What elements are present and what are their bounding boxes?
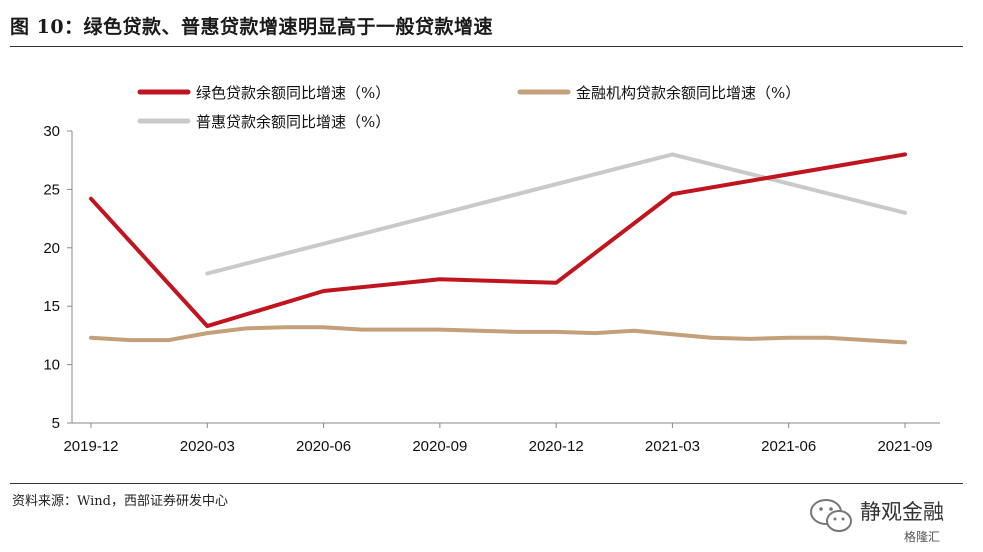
source-rule (10, 483, 963, 484)
x-tick-label: 2020-09 (412, 438, 467, 455)
y-tick-label: 25 (43, 181, 60, 198)
y-tick-label: 5 (52, 415, 60, 432)
watermark-subtext: 格隆汇 (904, 530, 941, 544)
wechat-icon (810, 499, 852, 532)
y-tick-label: 15 (43, 298, 60, 315)
figure-title: 图 10：绿色贷款、普惠贷款增速明显高于一般贷款增速 (10, 16, 494, 38)
legend-label-1: 绿色贷款余额同比增速（%） (196, 84, 390, 102)
watermark-text: 静观金融 (860, 500, 944, 524)
x-tick-label: 2021-06 (761, 438, 816, 455)
x-tick-label: 2020-06 (296, 438, 351, 455)
y-tick-label: 10 (43, 357, 60, 374)
y-tick-label: 30 (43, 123, 60, 140)
chart-legend: 绿色贷款余额同比增速（%） 金融机构贷款余额同比增速（%） 普惠贷款余额同比增速（%… (137, 84, 800, 131)
watermark: 静观金融 格隆汇 (808, 492, 978, 548)
legend-label-2: 金融机构贷款余额同比增速（%） (576, 84, 800, 102)
legend-label-3: 普惠贷款余额同比增速（%） (196, 113, 390, 131)
x-tick-label: 2019-12 (63, 438, 118, 455)
series-line-2 (89, 325, 907, 345)
x-tick-label: 2020-12 (529, 438, 584, 455)
chart-axes: 5 10 15 20 25 30 2019-12 2020-03 2020-06 2020-09 2… (43, 123, 940, 455)
series-line-1 (89, 152, 907, 329)
series-line-3 (205, 152, 907, 276)
x-tick-label: 2021-09 (877, 438, 932, 455)
x-tick-label: 2020-03 (180, 438, 235, 455)
line-chart: 5 10 15 20 25 30 2019-12 2020-03 2020-06 2020-09 2… (43, 84, 940, 455)
chart-series (89, 152, 907, 345)
title-rule (10, 46, 963, 47)
y-tick-label: 20 (43, 240, 60, 257)
source-note: 资料来源：Wind，西部证券研发中心 (12, 494, 228, 509)
x-tick-label: 2021-03 (645, 438, 700, 455)
